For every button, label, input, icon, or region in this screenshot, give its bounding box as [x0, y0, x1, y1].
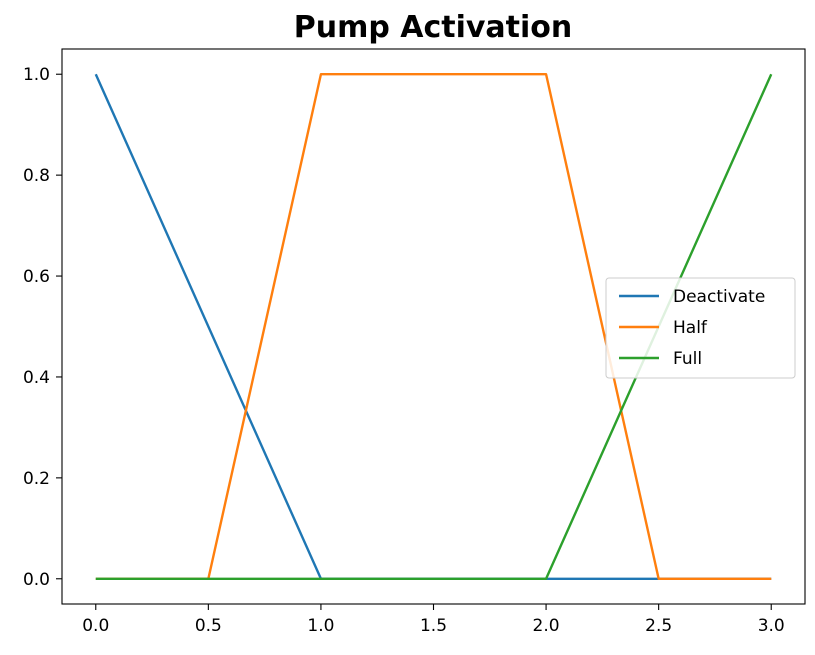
x-tick-label: 1.5 [420, 616, 447, 636]
x-axis: 0.0 0.5 1.0 1.5 2.0 2.5 3.0 [82, 604, 785, 636]
legend-label-full: Full [673, 349, 702, 369]
x-tick-label: 3.0 [758, 616, 785, 636]
legend-label-half: Half [673, 318, 708, 338]
y-tick-label: 0.6 [23, 267, 50, 287]
y-tick-label: 1.0 [23, 65, 50, 85]
legend: Deactivate Half Full [605, 277, 796, 379]
x-tick-label: 2.0 [533, 616, 560, 636]
chart-title: Pump Activation [294, 10, 573, 45]
legend-label-deactivate: Deactivate [673, 287, 765, 307]
x-tick-label: 0.5 [195, 616, 222, 636]
y-tick-label: 0.8 [23, 166, 50, 186]
x-tick-label: 1.0 [307, 616, 334, 636]
y-tick-label: 0.4 [23, 368, 50, 388]
x-tick-label: 0.0 [82, 616, 109, 636]
y-tick-label: 0.0 [23, 570, 50, 590]
x-tick-label: 2.5 [645, 616, 672, 636]
y-axis: 0.0 0.2 0.4 0.6 0.8 1.0 [23, 65, 62, 590]
legend-box [605, 277, 796, 379]
y-tick-label: 0.2 [23, 469, 50, 489]
